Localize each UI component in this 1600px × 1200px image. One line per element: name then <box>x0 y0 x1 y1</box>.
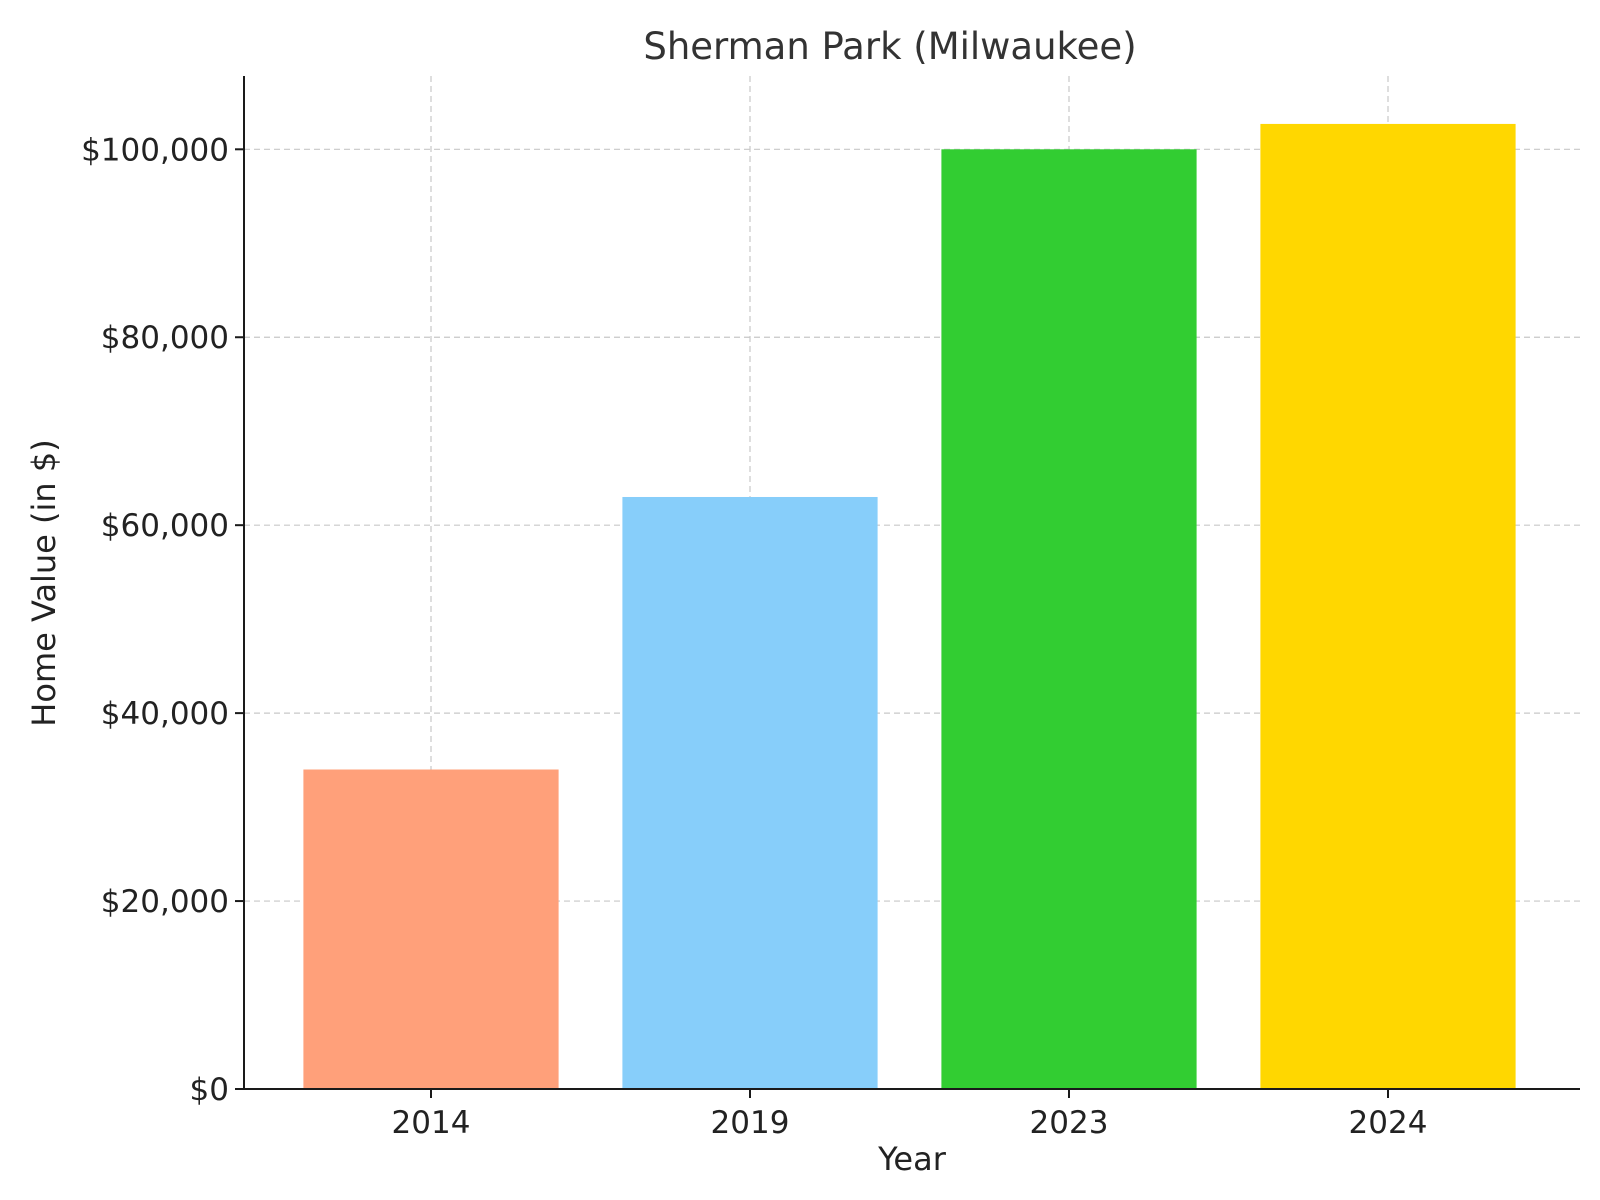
bar-2019 <box>622 496 878 1089</box>
y-tick-label: $80,000 <box>101 320 229 356</box>
chart-title: Sherman Park (Milwaukee) <box>643 25 1136 68</box>
bar-2014 <box>303 769 559 1089</box>
y-axis-ticks: $0 $20,000 $40,000 $60,000 $80,000 $100,000 <box>81 132 244 1108</box>
y-tick-label: $20,000 <box>101 884 229 920</box>
bar-2023 <box>941 149 1197 1089</box>
x-tick-label: 2024 <box>1349 1105 1428 1141</box>
y-axis-label: Home Value (in $) <box>25 439 63 726</box>
y-tick-label: $0 <box>190 1072 229 1108</box>
x-tick-label: 2019 <box>711 1105 790 1141</box>
y-tick-label: $40,000 <box>101 696 229 732</box>
y-tick-label: $60,000 <box>101 508 229 544</box>
x-axis-label: Year <box>877 1140 947 1178</box>
y-tick-label: $100,000 <box>81 132 229 168</box>
x-tick-label: 2023 <box>1030 1105 1109 1141</box>
bars <box>303 123 1516 1089</box>
x-gridlines <box>430 76 1389 1089</box>
x-axis-ticks: 2014 2019 2023 2024 <box>392 1089 1428 1141</box>
x-tick-label: 2014 <box>392 1105 471 1141</box>
bar-2024 <box>1260 123 1516 1089</box>
